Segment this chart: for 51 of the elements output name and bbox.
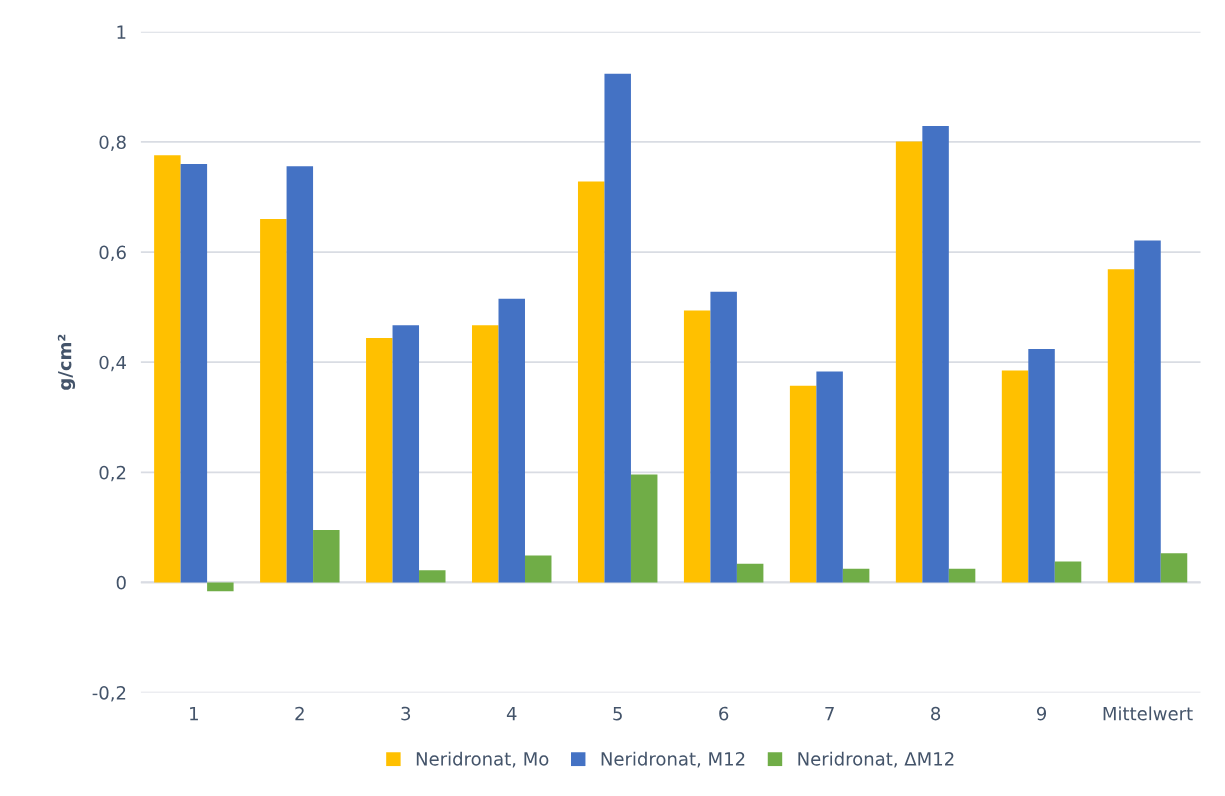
bar (366, 337, 393, 583)
x-tick-label: 1 (190, 706, 198, 721)
bar (577, 181, 605, 583)
bar (1028, 348, 1055, 583)
x-tick-label: 3 (401, 706, 411, 721)
y-tick-label: 0,2 (99, 465, 126, 482)
bar (207, 582, 234, 592)
bar (630, 474, 658, 583)
bar (419, 570, 446, 583)
x-tick-label: 9 (1036, 706, 1047, 721)
bar (948, 568, 976, 583)
bar (710, 291, 737, 583)
bar (392, 325, 420, 583)
bar (842, 568, 870, 583)
bar (313, 530, 340, 583)
y-tick-label: 0,4 (99, 355, 126, 372)
x-tick-label: 6 (719, 706, 729, 721)
bar (1134, 240, 1161, 583)
bar (180, 163, 208, 583)
bar (922, 125, 949, 583)
bar (816, 371, 843, 583)
y-tick-label: 0,6 (99, 245, 126, 262)
bar (260, 219, 287, 583)
y-tick-label: 0 (116, 575, 126, 590)
bar (895, 141, 923, 583)
bar (472, 325, 499, 583)
x-tick-label: 7 (825, 706, 834, 721)
bar (789, 385, 817, 583)
y-tick-label: 1 (117, 25, 126, 39)
y-axis-title: g/cm² (57, 334, 76, 390)
x-tick-label: 8 (931, 706, 941, 721)
bar (524, 555, 552, 583)
bar (683, 310, 711, 583)
bar (1054, 561, 1082, 583)
y-tick-label: 0,8 (99, 135, 126, 151)
bar (154, 155, 181, 583)
x-tick-label: 2 (295, 706, 304, 721)
legend-label: Neridronat, ΔM12 (798, 751, 954, 768)
x-tick-label: 4 (506, 706, 517, 721)
bar (498, 298, 525, 583)
bar (1001, 370, 1029, 583)
bar (286, 166, 314, 583)
bar (1160, 553, 1188, 583)
bar (1107, 269, 1135, 583)
legend-label: Neridronat, M12 (601, 751, 745, 768)
bar (736, 563, 764, 583)
legend-label: Neridronat, Mo (416, 751, 549, 768)
x-tick-label: Mittelwert (1103, 706, 1193, 721)
y-tick-label: -0,2 (92, 685, 126, 702)
bar (604, 73, 631, 583)
x-tick-label: 5 (613, 706, 622, 721)
